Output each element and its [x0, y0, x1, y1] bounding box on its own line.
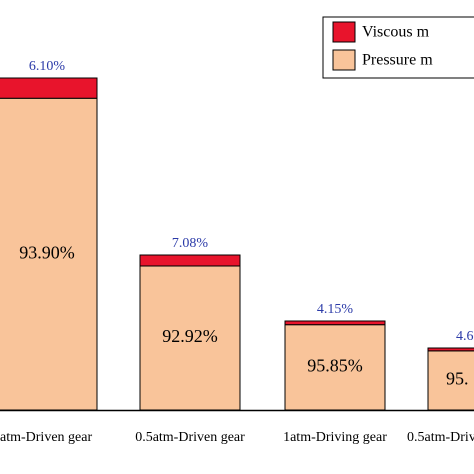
- value-label: 92.92%: [162, 326, 218, 346]
- bar-segment: [427, 347, 474, 352]
- bar-segment: [139, 265, 241, 411]
- legend-label: Viscous m: [362, 24, 430, 41]
- value-label: 93.90%: [19, 242, 75, 262]
- value-label: 7.08%: [172, 236, 209, 251]
- value-label: 95.: [446, 369, 469, 389]
- bar-segment: [284, 324, 386, 411]
- value-label: 95.85%: [307, 355, 363, 375]
- legend-label: Pressure m: [362, 52, 433, 69]
- bar-segment: [139, 254, 241, 267]
- x-tick-label: atm-Driven gear: [0, 430, 92, 445]
- x-tick-label: 0.5atm-Driven gear: [135, 430, 245, 445]
- legend-swatch: [332, 49, 356, 71]
- legend-swatch: [332, 21, 356, 43]
- value-label: 4.15%: [317, 302, 354, 317]
- x-tick-label: 1atm-Driving gear: [283, 430, 387, 445]
- bar-segment: [427, 350, 474, 411]
- x-tick-label: 0.5atm-Drivi: [407, 430, 474, 445]
- value-label: 4.6: [456, 329, 474, 344]
- bar-segment: [284, 320, 386, 326]
- bar-segment: [0, 77, 98, 99]
- bar-segment: [0, 97, 98, 411]
- value-label: 6.10%: [29, 59, 66, 74]
